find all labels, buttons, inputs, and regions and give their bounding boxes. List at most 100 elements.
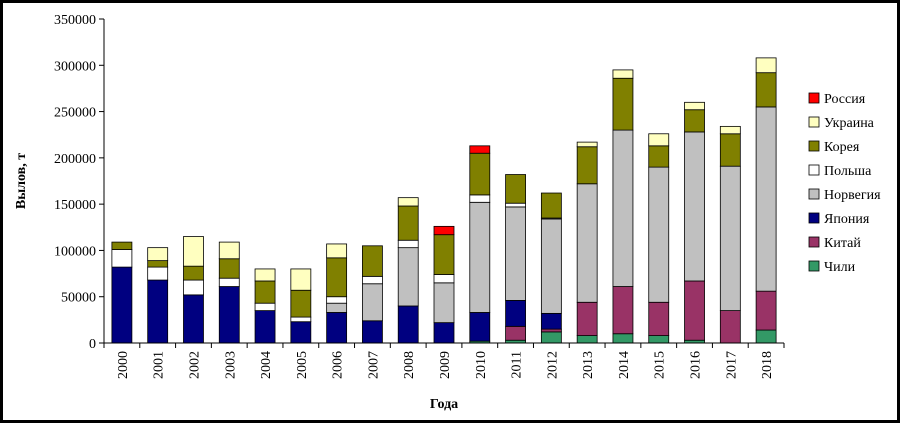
legend-swatch xyxy=(808,164,820,176)
bar-segment xyxy=(612,333,634,344)
legend-swatch xyxy=(808,260,820,272)
bar-segment xyxy=(111,249,133,268)
bar-segment xyxy=(612,129,634,287)
bar-segment xyxy=(147,266,169,281)
bar-segment xyxy=(326,257,348,298)
x-axis-title: Года xyxy=(430,397,458,412)
x-tick-label: 2007 xyxy=(366,351,381,379)
bar-segment xyxy=(397,305,419,344)
legend-label: Украина xyxy=(824,116,875,131)
bar-segment xyxy=(540,218,562,314)
bar-segment xyxy=(254,268,276,282)
legend-swatch xyxy=(808,140,820,152)
bar-segment xyxy=(755,106,777,292)
bar-segment xyxy=(254,310,276,344)
bar-segment xyxy=(362,245,383,277)
bar-segment xyxy=(147,279,169,344)
x-tick-label: 2009 xyxy=(438,351,453,379)
bar-segment xyxy=(111,241,133,250)
bar-segment xyxy=(469,145,491,154)
x-tick-label: 2005 xyxy=(295,351,310,379)
bar-segment xyxy=(755,290,777,331)
legend-label: Япония xyxy=(824,212,870,227)
bar-segment xyxy=(433,322,455,344)
bar-segment xyxy=(684,131,705,282)
y-tick-label: 200000 xyxy=(54,152,96,167)
x-tick-label: 2004 xyxy=(259,351,274,379)
bars xyxy=(111,57,777,344)
bar-segment xyxy=(183,279,204,296)
bar-segment xyxy=(576,335,598,344)
x-tick-label: 2016 xyxy=(689,351,704,379)
x-tick-label: 2010 xyxy=(474,351,489,379)
x-tick-label: 2003 xyxy=(223,351,238,379)
bar-segment xyxy=(326,243,348,259)
legend-swatch xyxy=(808,212,820,224)
bar-segment xyxy=(397,197,419,207)
legend: Россия Украина Корея Польша Норвегия Япония Ки… xyxy=(808,92,881,275)
bar-segment xyxy=(218,286,240,344)
bar-segment xyxy=(218,258,240,279)
x-tick-label: 2001 xyxy=(152,351,167,379)
bar-segment xyxy=(684,101,705,111)
legend-label: Китай xyxy=(824,236,861,251)
bar-segment xyxy=(433,282,455,324)
bar-segment xyxy=(648,145,670,168)
bar-segment xyxy=(469,194,491,203)
bar-segment xyxy=(755,329,777,344)
bar-segment xyxy=(397,247,419,307)
bar-segment xyxy=(755,72,777,108)
bar-segment xyxy=(576,183,598,303)
x-tick-label: 2017 xyxy=(724,351,739,379)
bar-segment xyxy=(290,268,312,291)
x-tick-label: 2006 xyxy=(331,351,346,379)
legend-swatch xyxy=(808,236,820,248)
bar-segment xyxy=(290,316,312,323)
bar-segment xyxy=(540,312,562,330)
bar-segment xyxy=(612,286,634,335)
bar-segment xyxy=(326,296,348,304)
x-tick-label: 2012 xyxy=(545,351,560,379)
bar-segment xyxy=(612,69,634,79)
bar-segment xyxy=(326,302,348,313)
bar-segment xyxy=(254,302,276,311)
y-tick-label: 100000 xyxy=(54,244,96,259)
x-tick-label: 2011 xyxy=(510,351,525,378)
bar-segment xyxy=(397,205,419,241)
bar-segment xyxy=(684,280,705,341)
y-tick-label: 50000 xyxy=(61,291,96,306)
bar-segment xyxy=(755,57,777,74)
bar-segment xyxy=(648,301,670,336)
bar-segment xyxy=(540,192,562,219)
legend-label: Польша xyxy=(824,164,872,179)
x-tick-label: 2018 xyxy=(760,351,775,379)
bar-segment xyxy=(218,241,240,260)
bar-segment xyxy=(612,77,634,131)
bar-segment xyxy=(147,247,169,262)
legend-swatch xyxy=(808,188,820,200)
bar-segment xyxy=(111,266,133,344)
x-tick-label: 2014 xyxy=(617,351,632,379)
bar-segment xyxy=(576,141,598,148)
bar-segment xyxy=(684,109,705,133)
bar-segment xyxy=(505,174,526,204)
bar-segment xyxy=(469,152,491,196)
legend-label: Россия xyxy=(824,92,866,107)
bar-segment xyxy=(254,280,276,304)
x-tick-label: 2002 xyxy=(187,351,202,379)
legend-label: Норвегия xyxy=(824,188,881,203)
x-axis: 2000 2001 2002 2003 2004 2005 2006 2007 2008 2009… xyxy=(103,342,785,379)
bar-segment xyxy=(719,310,741,344)
bar-segment xyxy=(183,265,204,281)
bar-segment xyxy=(719,125,741,135)
bar-segment xyxy=(362,275,383,285)
y-axis: 0 50000 100000 150000 200000 250000 300000 3500… xyxy=(54,13,105,352)
y-tick-label: 0 xyxy=(89,337,96,352)
bar-segment xyxy=(719,165,741,311)
x-tick-label: 2013 xyxy=(581,351,596,379)
bar-segment xyxy=(290,321,312,344)
y-tick-label: 300000 xyxy=(54,59,96,74)
bar-segment xyxy=(505,325,526,341)
legend-swatch xyxy=(808,116,820,128)
bar-segment xyxy=(290,289,312,318)
